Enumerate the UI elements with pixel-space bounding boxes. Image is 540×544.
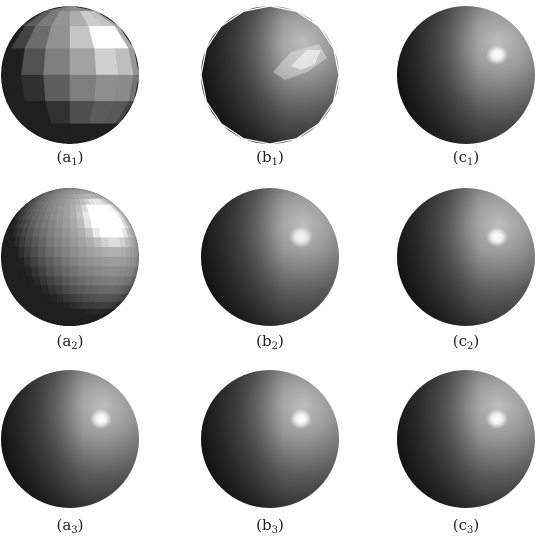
caption-b1: (b1) [256, 148, 284, 168]
panel-a2: (a2) [0, 182, 145, 362]
caption-a1: (a1) [56, 148, 84, 168]
panel-b2: (b2) [195, 182, 345, 362]
caption-b2: (b2) [256, 332, 284, 352]
sphere-c3 [397, 370, 535, 508]
sphere-b1-silhouette [200, 5, 340, 145]
sphere-b3-highlight [290, 409, 312, 429]
panel-b3: (b3) [195, 364, 345, 544]
caption-c3: (c3) [452, 516, 480, 536]
panel-a3: (a3) [0, 364, 145, 544]
sphere-a1-facets [1, 6, 139, 144]
caption-b3: (b3) [256, 516, 284, 536]
sphere-a1 [1, 6, 139, 144]
sphere-a3 [1, 370, 139, 508]
panel-c2: (c2) [391, 182, 540, 362]
sphere-b2-highlight [289, 226, 313, 248]
sphere-c3-terminator [397, 370, 535, 508]
sphere-b1 [200, 5, 340, 145]
caption-a3: (a3) [56, 516, 84, 536]
panel-a1: (a1) [0, 0, 145, 180]
sphere-b3-terminator [201, 370, 339, 508]
sphere-c1-highlight [486, 45, 508, 65]
panel-c1: (c1) [391, 0, 540, 180]
sphere-b3 [201, 370, 339, 508]
sphere-b1-facet-glare [273, 44, 327, 80]
caption-a2: (a2) [56, 332, 84, 352]
sphere-a3-terminator [1, 370, 139, 508]
panel-b1: (b1) [195, 0, 345, 180]
sphere-b1-terminator [201, 6, 339, 144]
sphere-c2-terminator [397, 188, 535, 326]
sphere-a2 [1, 188, 139, 326]
sphere-c1-terminator [397, 6, 535, 144]
sphere-c1 [397, 6, 535, 144]
sphere-b2-terminator [201, 188, 339, 326]
sphere-c2-highlight [486, 227, 508, 247]
sphere-a2-facets [1, 188, 139, 326]
sphere-a3-highlight [90, 409, 112, 429]
sphere-c2 [397, 188, 535, 326]
caption-c2: (c2) [452, 332, 480, 352]
caption-c1: (c1) [452, 148, 480, 168]
panel-c3: (c3) [391, 364, 540, 544]
sphere-b2 [201, 188, 339, 326]
sphere-c3-highlight [486, 409, 508, 429]
